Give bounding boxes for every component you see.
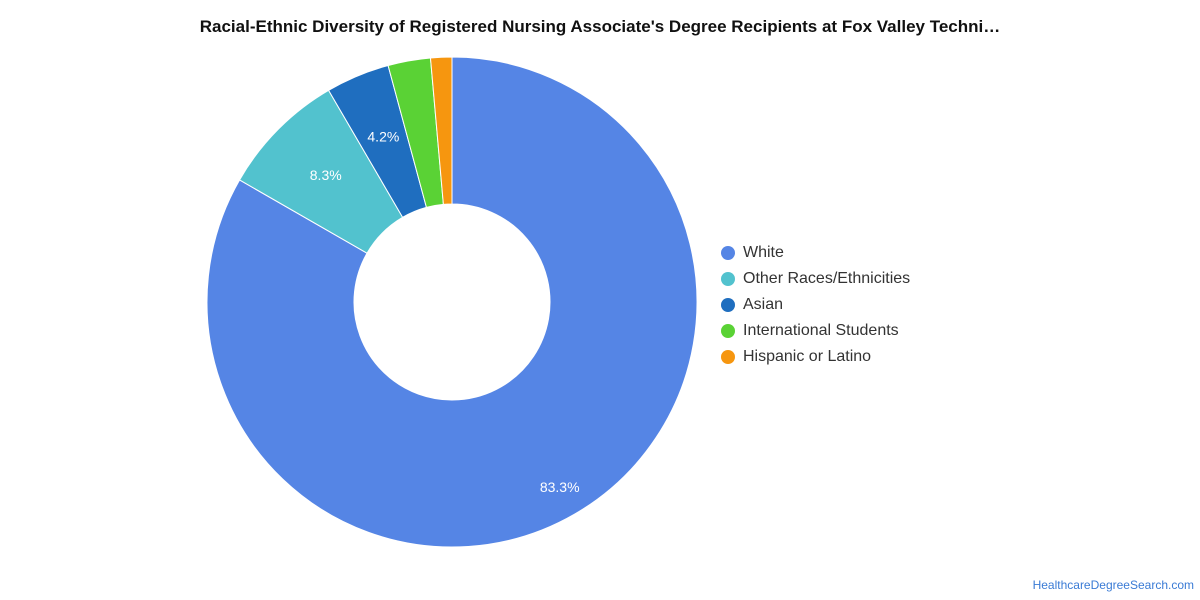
- legend-swatch-icon: [721, 350, 735, 364]
- legend-label: Asian: [743, 296, 784, 313]
- legend-label: Hispanic or Latino: [743, 348, 872, 365]
- chart-title: Racial-Ethnic Diversity of Registered Nu…: [199, 17, 1001, 36]
- legend-item-hispanic-or-latino[interactable]: Hispanic or Latino: [721, 344, 910, 370]
- slice-labels: 83.3% 8.3% 4.2%: [310, 128, 580, 494]
- slice-label-other-races-ethnicities: 8.3%: [310, 167, 342, 183]
- legend-swatch-icon: [721, 298, 735, 312]
- legend-swatch-icon: [721, 324, 735, 338]
- slice-label-asian: 4.2%: [367, 128, 399, 144]
- legend-item-asian[interactable]: Asian: [721, 292, 910, 318]
- chart-legend: White Other Races/Ethnicities Asian Interna…: [721, 240, 910, 370]
- donut-slice-white[interactable]: [206, 56, 698, 548]
- legend-swatch-icon: [721, 272, 735, 286]
- source-link[interactable]: HealthcareDegreeSearch.com: [1032, 578, 1194, 592]
- legend-label: Other Races/Ethnicities: [743, 270, 911, 287]
- legend-item-white[interactable]: White: [721, 240, 910, 266]
- legend-swatch-icon: [721, 246, 735, 260]
- legend-item-other-races-ethnicities[interactable]: Other Races/Ethnicities: [721, 266, 910, 292]
- slice-label-white: 83.3%: [540, 479, 580, 495]
- legend-item-international-students[interactable]: International Students: [721, 318, 910, 344]
- donut-slices: [206, 56, 698, 548]
- legend-label: International Students: [743, 322, 899, 339]
- legend-label: White: [743, 244, 784, 261]
- donut-slice-hispanic-or-latino[interactable]: [429, 56, 453, 205]
